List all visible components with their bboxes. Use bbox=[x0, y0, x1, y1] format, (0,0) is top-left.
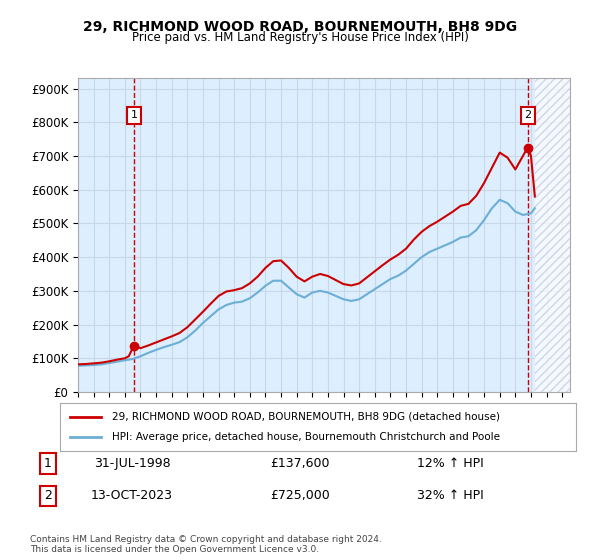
Text: 12% ↑ HPI: 12% ↑ HPI bbox=[416, 457, 484, 470]
Text: Contains HM Land Registry data © Crown copyright and database right 2024.
This d: Contains HM Land Registry data © Crown c… bbox=[30, 535, 382, 554]
Text: 29, RICHMOND WOOD ROAD, BOURNEMOUTH, BH8 9DG (detached house): 29, RICHMOND WOOD ROAD, BOURNEMOUTH, BH8… bbox=[112, 412, 500, 422]
Text: 29, RICHMOND WOOD ROAD, BOURNEMOUTH, BH8 9DG: 29, RICHMOND WOOD ROAD, BOURNEMOUTH, BH8… bbox=[83, 20, 517, 34]
Text: 32% ↑ HPI: 32% ↑ HPI bbox=[416, 489, 484, 502]
Bar bbox=[535, 78, 570, 392]
Text: 13-OCT-2023: 13-OCT-2023 bbox=[91, 489, 173, 502]
Text: 1: 1 bbox=[44, 457, 52, 470]
Text: 1: 1 bbox=[130, 110, 137, 120]
Text: 2: 2 bbox=[524, 110, 531, 120]
Text: £725,000: £725,000 bbox=[270, 489, 330, 502]
Text: Price paid vs. HM Land Registry's House Price Index (HPI): Price paid vs. HM Land Registry's House … bbox=[131, 31, 469, 44]
Text: 31-JUL-1998: 31-JUL-1998 bbox=[94, 457, 170, 470]
Text: £137,600: £137,600 bbox=[270, 457, 330, 470]
Text: 2: 2 bbox=[44, 489, 52, 502]
Text: HPI: Average price, detached house, Bournemouth Christchurch and Poole: HPI: Average price, detached house, Bour… bbox=[112, 432, 500, 442]
